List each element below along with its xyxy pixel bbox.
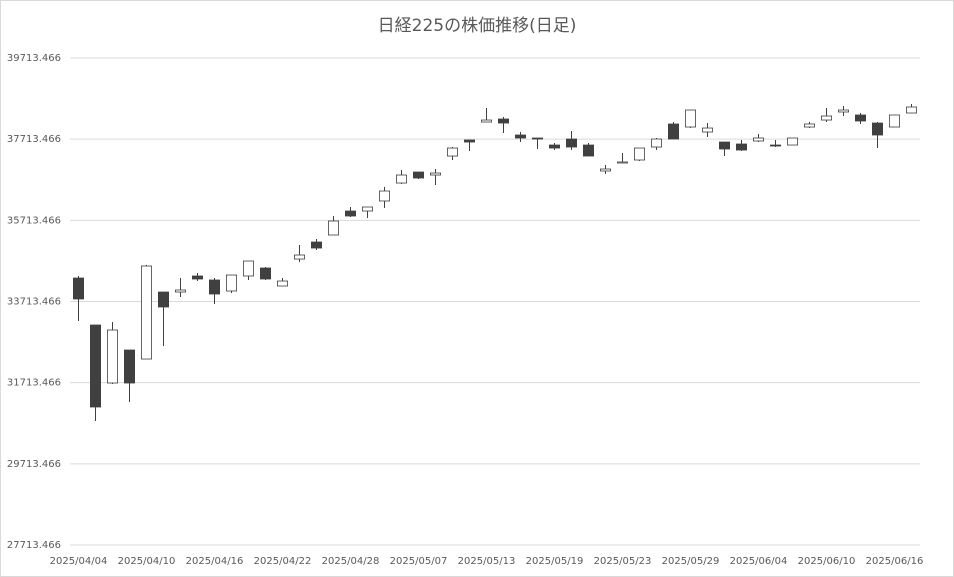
- x-tick-label: 2025/06/10: [798, 556, 856, 567]
- x-tick-label: 2025/04/10: [118, 556, 176, 567]
- x-tick-label: 2025/05/23: [594, 556, 652, 567]
- chart-title: 日経225の株価推移(日足): [378, 16, 577, 36]
- candle-body: [497, 118, 509, 124]
- candle-body: [651, 138, 663, 148]
- candle-body: [378, 190, 390, 202]
- candle-body: [770, 144, 782, 147]
- candle-body: [225, 274, 237, 292]
- candle-body: [753, 137, 765, 142]
- candle-body: [124, 349, 136, 384]
- candle-body: [889, 114, 901, 128]
- y-tick-label: 27713.466: [7, 540, 61, 551]
- y-tick-label: 29713.466: [7, 459, 61, 470]
- candle-body: [107, 329, 119, 384]
- candle-body: [821, 115, 833, 121]
- y-tick-label: 37713.466: [7, 134, 61, 145]
- candle-body: [361, 206, 373, 212]
- candle-body: [90, 324, 102, 408]
- candle-body: [276, 280, 288, 287]
- candle-body: [446, 147, 458, 157]
- y-tick-label: 31713.466: [7, 378, 61, 389]
- candle-body: [157, 291, 169, 308]
- y-tick-label: 39713.466: [7, 53, 61, 64]
- x-tick-label: 2025/04/16: [186, 556, 244, 567]
- candle-body: [787, 137, 799, 146]
- y-tick-label: 35713.466: [7, 215, 61, 226]
- x-tick-label: 2025/04/04: [50, 556, 108, 567]
- candle-body: [412, 171, 424, 179]
- x-tick-label: 2025/05/07: [390, 556, 448, 567]
- candle-body: [702, 127, 714, 133]
- candle-body: [259, 267, 271, 280]
- candle-body: [242, 260, 254, 277]
- candle-body: [838, 109, 850, 113]
- candle-body: [804, 123, 816, 128]
- candle-body: [327, 220, 339, 236]
- candle-body: [310, 241, 322, 249]
- candle-body: [617, 161, 629, 164]
- candle-body: [719, 141, 731, 150]
- candle-body: [855, 114, 867, 122]
- candle-body: [344, 210, 356, 217]
- x-tick-label: 2025/05/19: [526, 556, 584, 567]
- candle-body: [480, 119, 492, 123]
- candle-body: [736, 143, 748, 151]
- x-tick-label: 2025/04/28: [322, 556, 380, 567]
- x-tick-label: 2025/05/29: [662, 556, 720, 567]
- candle-body: [463, 139, 475, 143]
- candle-body: [583, 144, 595, 157]
- x-tick-label: 2025/05/13: [458, 556, 516, 567]
- x-tick-label: 2025/06/16: [866, 556, 924, 567]
- candle-body: [293, 254, 305, 260]
- candle-body: [515, 134, 527, 139]
- candle-body: [872, 122, 884, 136]
- candle-body: [140, 265, 152, 360]
- candle-body: [668, 123, 680, 140]
- candle-body: [549, 144, 561, 149]
- x-tick-label: 2025/04/22: [254, 556, 312, 567]
- candle-body: [429, 172, 441, 176]
- x-tick-label: 2025/06/04: [730, 556, 788, 567]
- candle-body: [174, 289, 186, 293]
- candle-body: [906, 106, 918, 114]
- candle-body: [395, 174, 407, 184]
- candle-body: [532, 137, 544, 140]
- candle-body: [191, 275, 203, 280]
- candle-body: [600, 168, 612, 172]
- candle-body: [634, 147, 646, 161]
- candle-body: [566, 138, 578, 148]
- candle-body: [208, 279, 220, 295]
- candle-body: [73, 277, 85, 300]
- candle-body: [685, 109, 697, 128]
- y-tick-label: 33713.466: [7, 297, 61, 308]
